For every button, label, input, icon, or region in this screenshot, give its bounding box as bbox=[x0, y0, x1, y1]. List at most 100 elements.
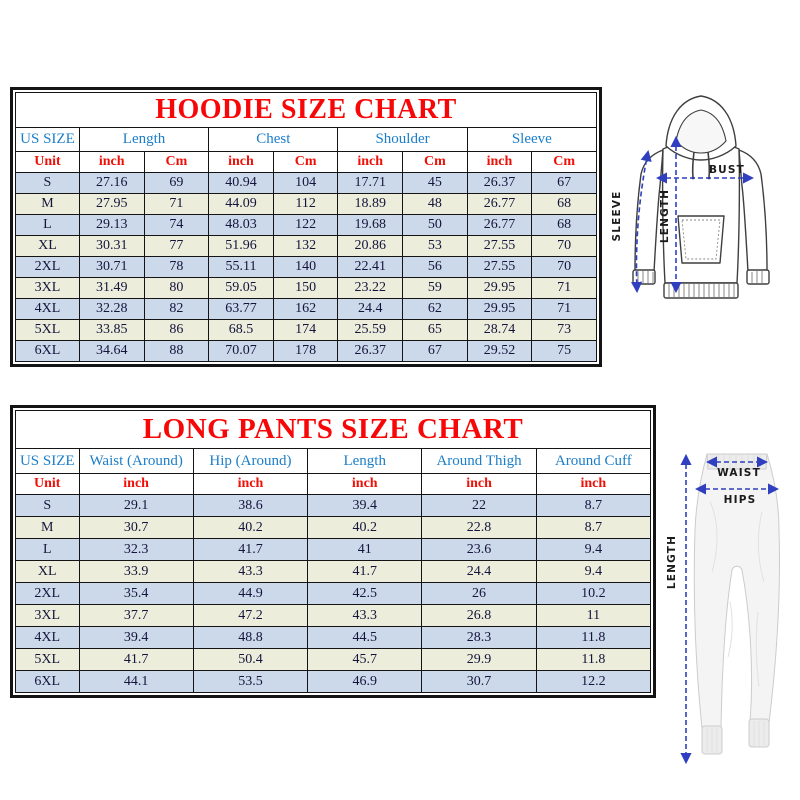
measurement-value: 70 bbox=[531, 256, 597, 278]
measurement-value: 38.6 bbox=[192, 494, 309, 517]
pants-table-body: S 29.1 38.6 39.4 22 8.7 M 30.7 40.2 40.2 22.8 8.7 L 3… bbox=[15, 494, 652, 693]
measurement-value: 32.3 bbox=[78, 538, 194, 561]
measurement-value: 70.07 bbox=[208, 340, 274, 362]
measurement-value: 29.1 bbox=[78, 494, 194, 517]
unit-header: inch bbox=[208, 151, 274, 173]
measurement-value: 10.2 bbox=[535, 582, 652, 605]
measurement-value: 47.2 bbox=[192, 604, 309, 627]
measurement-value: 40.2 bbox=[192, 516, 309, 539]
size-label: 2XL bbox=[15, 582, 80, 605]
hoodie-title-row: HOODIE SIZE CHART bbox=[15, 92, 597, 128]
measurement-value: 42.5 bbox=[307, 582, 423, 605]
hoodie-column-group-row: US SIZE Length Chest Shoulder Sleeve bbox=[15, 127, 598, 152]
size-label: 5XL bbox=[15, 648, 80, 671]
size-label: 3XL bbox=[15, 604, 80, 627]
size-label: M bbox=[15, 516, 80, 539]
measurement-value: 41.7 bbox=[78, 648, 194, 671]
measurement-value: 8.7 bbox=[535, 494, 652, 517]
column-group-header: Sleeve bbox=[466, 127, 598, 152]
measurement-value: 73 bbox=[531, 319, 597, 341]
measurement-value: 67 bbox=[531, 172, 597, 194]
measurement-value: 23.22 bbox=[337, 277, 404, 299]
pants-column-header-row: US SIZE Waist (Around) Hip (Around) Length… bbox=[15, 448, 652, 474]
unit-header: inch bbox=[78, 473, 194, 495]
measurement-value: 26.8 bbox=[421, 604, 537, 627]
size-label: S bbox=[15, 494, 80, 517]
measurement-value: 71 bbox=[531, 298, 597, 320]
size-label: 2XL bbox=[15, 256, 80, 278]
us-size-header: US SIZE bbox=[15, 127, 80, 152]
measurement-value: 27.16 bbox=[78, 172, 145, 194]
measurement-value: 37.7 bbox=[78, 604, 194, 627]
measurement-value: 63.77 bbox=[208, 298, 274, 320]
measurement-value: 65 bbox=[402, 319, 468, 341]
column-header: Around Cuff bbox=[535, 448, 652, 474]
measurement-value: 11.8 bbox=[535, 648, 652, 671]
unit-header: inch bbox=[78, 151, 145, 173]
measurement-value: 8.7 bbox=[535, 516, 652, 539]
measurement-value: 56 bbox=[402, 256, 468, 278]
pants-unit-row: Unit inch inch inch inch inch bbox=[15, 473, 652, 495]
measurement-value: 27.55 bbox=[466, 235, 533, 257]
table-row: 5XL 41.7 50.4 45.7 29.9 11.8 bbox=[15, 648, 652, 671]
table-row: 6XL 44.1 53.5 46.9 30.7 12.2 bbox=[15, 670, 652, 693]
measurement-value: 68 bbox=[531, 214, 597, 236]
measurement-value: 71 bbox=[531, 277, 597, 299]
size-label: XL bbox=[15, 235, 80, 257]
sleeve-label: SLEEVE bbox=[611, 190, 623, 241]
measurement-value: 122 bbox=[272, 214, 339, 236]
table-row: XL 33.9 43.3 41.7 24.4 9.4 bbox=[15, 560, 652, 583]
size-label: L bbox=[15, 538, 80, 561]
measurement-value: 51.96 bbox=[208, 235, 274, 257]
measurement-value: 40.2 bbox=[307, 516, 423, 539]
measurement-value: 28.3 bbox=[421, 626, 537, 649]
table-row: M 27.95 71 44.09 112 18.89 48 26.77 68 bbox=[15, 193, 597, 215]
measurement-value: 24.4 bbox=[337, 298, 404, 320]
measurement-value: 27.95 bbox=[78, 193, 145, 215]
measurement-value: 53.5 bbox=[192, 670, 309, 693]
measurement-value: 9.4 bbox=[535, 560, 652, 583]
hips-label: HIPS bbox=[724, 494, 757, 506]
table-row: 3XL 37.7 47.2 43.3 26.8 11 bbox=[15, 604, 652, 627]
measurement-value: 18.89 bbox=[337, 193, 404, 215]
measurement-value: 48.8 bbox=[192, 626, 309, 649]
hoodie-chart-title: HOODIE SIZE CHART bbox=[15, 92, 597, 128]
measurement-value: 55.11 bbox=[208, 256, 274, 278]
size-label: 4XL bbox=[15, 298, 80, 320]
measurement-value: 68.5 bbox=[208, 319, 274, 341]
pants-length-label: LENGTH bbox=[666, 535, 678, 589]
measurement-value: 174 bbox=[272, 319, 339, 341]
pants-illustration: WAIST HIPS LENGTH bbox=[666, 453, 780, 765]
measurement-value: 30.7 bbox=[421, 670, 537, 693]
measurement-value: 74 bbox=[143, 214, 210, 236]
measurement-value: 41.7 bbox=[192, 538, 309, 561]
measurement-value: 75 bbox=[531, 340, 597, 362]
measurement-value: 9.4 bbox=[535, 538, 652, 561]
measurement-value: 19.68 bbox=[337, 214, 404, 236]
measurement-value: 53 bbox=[402, 235, 468, 257]
hoodie-pocket bbox=[677, 215, 725, 264]
measurement-value: 86 bbox=[143, 319, 210, 341]
measurement-value: 44.5 bbox=[307, 626, 423, 649]
hoodie-measure-arrows: BUST LENGTH SLEEVE bbox=[611, 135, 755, 294]
measurement-value: 29.52 bbox=[466, 340, 533, 362]
measurement-value: 45.7 bbox=[307, 648, 423, 671]
unit-header: inch bbox=[466, 151, 533, 173]
measurement-value: 44.9 bbox=[192, 582, 309, 605]
measurement-value: 44.09 bbox=[208, 193, 274, 215]
measurement-value: 150 bbox=[272, 277, 339, 299]
measurement-value: 43.3 bbox=[307, 604, 423, 627]
measurement-value: 39.4 bbox=[78, 626, 194, 649]
measurement-value: 178 bbox=[272, 340, 339, 362]
pants-title-row: LONG PANTS SIZE CHART bbox=[15, 410, 651, 449]
size-label: XL bbox=[15, 560, 80, 583]
measurement-value: 68 bbox=[531, 193, 597, 215]
hoodie-table-body: S 27.16 69 40.94 104 17.71 45 26.37 67 M 27.95 71 44… bbox=[15, 172, 597, 362]
measurement-value: 45 bbox=[402, 172, 468, 194]
size-label: 3XL bbox=[15, 277, 80, 299]
measurement-value: 71 bbox=[143, 193, 210, 215]
measurement-value: 50 bbox=[402, 214, 468, 236]
sleeve-arrow bbox=[631, 149, 652, 294]
measurement-value: 69 bbox=[143, 172, 210, 194]
